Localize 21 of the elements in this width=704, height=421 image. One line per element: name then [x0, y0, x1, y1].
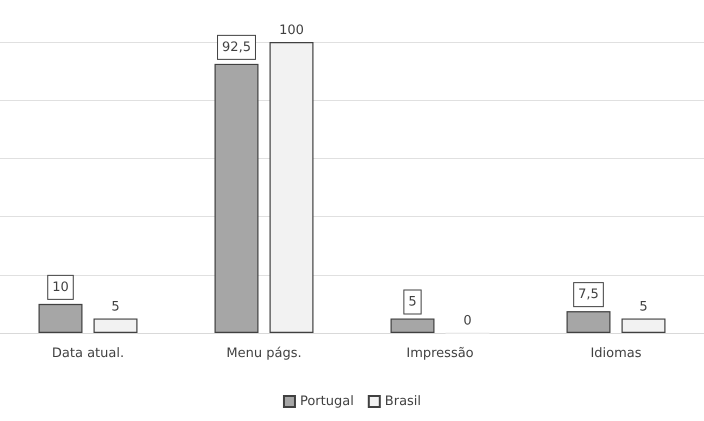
- data-label: 0: [463, 313, 472, 328]
- x-tick-label: Idiomas: [590, 346, 642, 361]
- data-label: 92,5: [222, 40, 251, 55]
- data-label: 7,5: [578, 287, 599, 302]
- data-label: 5: [408, 294, 417, 310]
- x-tick-label: Impressão: [406, 346, 474, 361]
- x-tick-label: Data atual.: [52, 346, 124, 361]
- bar: [94, 318, 138, 333]
- data-label: 5: [639, 299, 648, 314]
- data-label: 5: [111, 299, 120, 314]
- bar: [566, 311, 610, 333]
- bar: [38, 304, 82, 333]
- x-tick-label: Menu págs.: [226, 346, 302, 361]
- bar: [622, 318, 666, 333]
- legend-label: Brasil: [384, 394, 422, 409]
- data-label: 100: [279, 23, 304, 38]
- bar: [214, 64, 258, 333]
- bar: [270, 42, 314, 333]
- bar: [390, 318, 434, 333]
- data-label: 10: [52, 280, 69, 295]
- legend-label: Portugal: [300, 394, 354, 409]
